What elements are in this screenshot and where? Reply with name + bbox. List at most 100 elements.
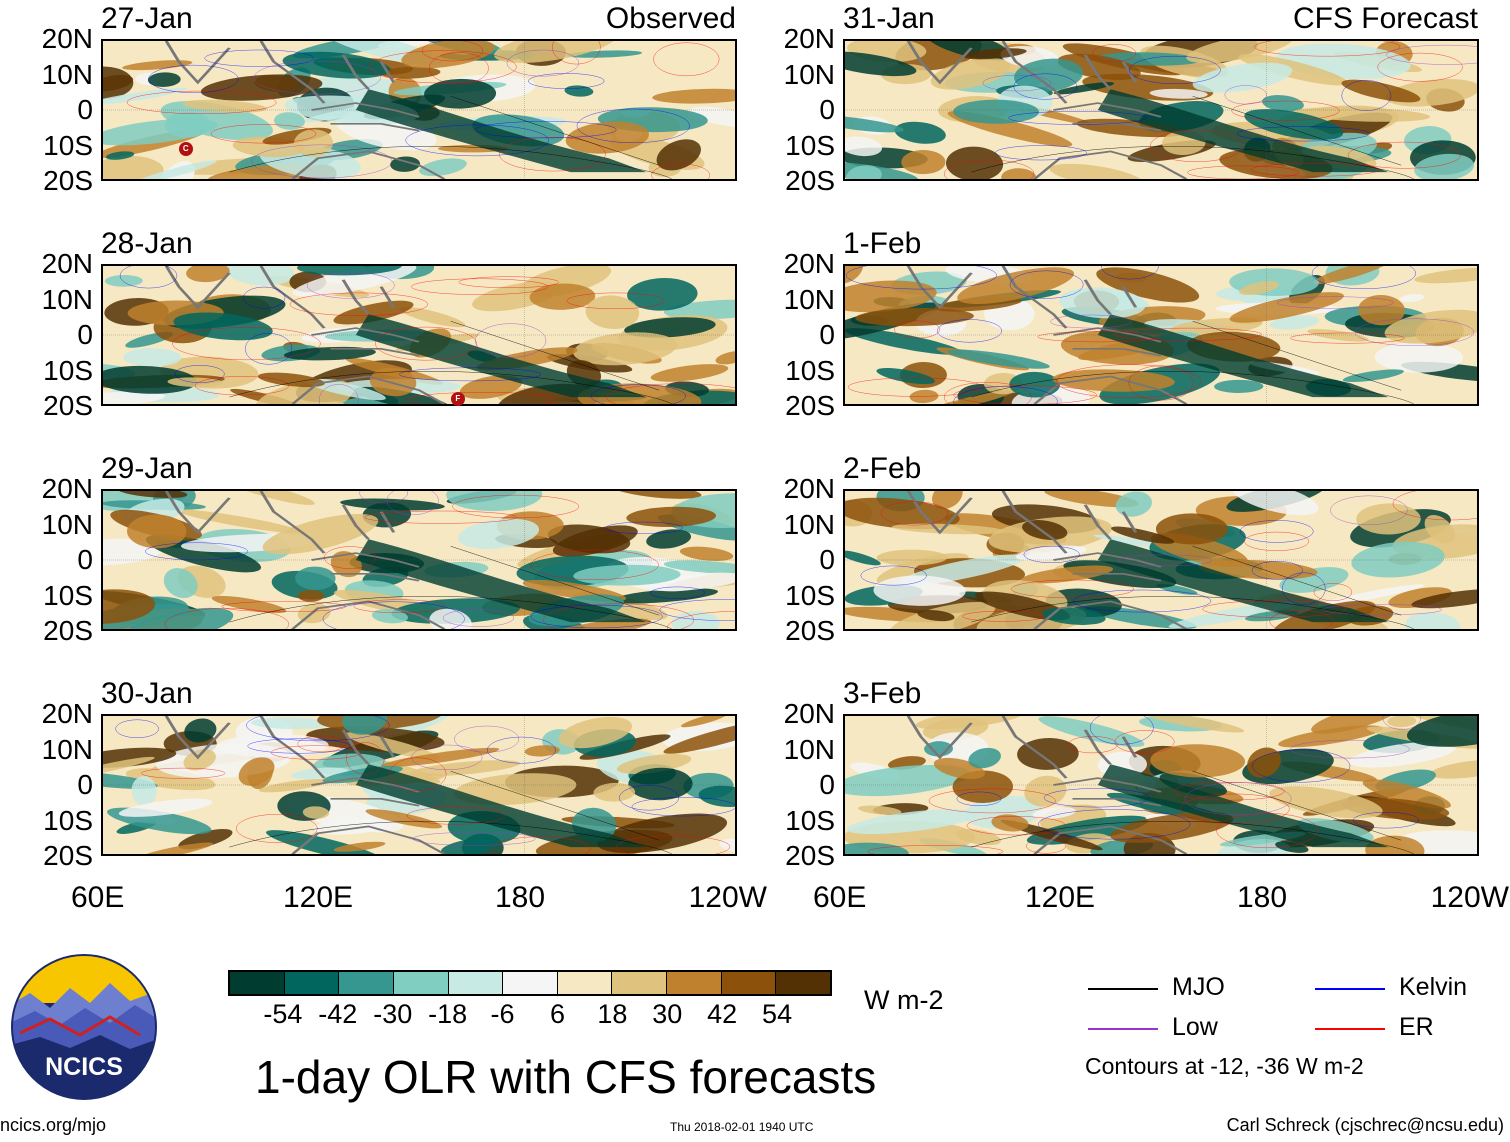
forecast-label: CFS Forecast <box>1292 2 1478 35</box>
panel-date-forecast-1: 1-Feb <box>843 227 922 260</box>
legend-label-er: ER <box>1399 1013 1434 1041</box>
latitude-label: 10S <box>785 354 835 386</box>
colorbar-swatch <box>393 972 449 994</box>
timestamp: Thu 2018-02-01 1940 UTC <box>670 1120 814 1134</box>
longitude-label: 60E <box>71 881 125 914</box>
legend-label-kelvin: Kelvin <box>1399 973 1468 1001</box>
colorbar-label: 6 <box>549 999 565 1029</box>
legend-label-low: Low <box>1172 1013 1218 1041</box>
observed-label: Observed <box>605 2 736 35</box>
latitude-label: 10N <box>783 508 835 540</box>
latitude-label: 20N <box>41 248 93 279</box>
panel-date-forecast-0: 31-Jan <box>843 2 935 35</box>
latitude-label: 20N <box>783 23 835 54</box>
latitude-label: 20S <box>43 390 93 421</box>
latitude-label: 20N <box>41 473 93 504</box>
latitude-label: 10S <box>43 354 93 386</box>
latitude-label: 20S <box>785 615 835 646</box>
colorbar-swatch <box>448 972 504 994</box>
latitude-label: 20N <box>783 473 835 504</box>
longitude-label: 180 <box>1237 881 1288 914</box>
latitude-label: 20S <box>785 390 835 421</box>
latitude-label: 10N <box>41 58 93 90</box>
latitude-label: 20S <box>43 615 93 646</box>
legend-line-kelvin <box>1315 988 1385 990</box>
logo-text: NCICS <box>45 1053 123 1081</box>
olr-map-observed-1 <box>101 264 737 406</box>
latitude-label: 0 <box>819 319 835 350</box>
panel-date-observed-1: 28-Jan <box>101 227 193 260</box>
latitude-label: 20S <box>43 840 93 871</box>
latitude-label: 10S <box>785 579 835 611</box>
main-title: 1-day OLR with CFS forecasts <box>255 1051 877 1103</box>
legend-label-mjo: MJO <box>1172 973 1225 1001</box>
colorbar-swatch <box>503 972 558 994</box>
longitude-label: 120W <box>1430 881 1509 914</box>
panel-date-forecast-3: 3-Feb <box>843 677 922 710</box>
panel-date-observed-0: 27-Jan <box>101 2 193 35</box>
latitude-label: 10S <box>785 804 835 836</box>
longitude-label: 120E <box>283 881 354 914</box>
latitude-label: 0 <box>77 544 93 575</box>
colorbar-label: 30 <box>652 999 683 1029</box>
latitude-label: 20S <box>785 165 835 196</box>
colorbar-label: -54 <box>263 999 303 1029</box>
latitude-label: 10N <box>41 508 93 540</box>
latitude-label: 10S <box>785 129 835 161</box>
latitude-label: 20N <box>41 698 93 729</box>
olr-map-forecast-0 <box>843 39 1479 181</box>
longitude-label: 120W <box>688 881 767 914</box>
storm-marker: F <box>450 391 465 406</box>
longitude-label: 60E <box>813 881 867 914</box>
latitude-label: 10N <box>41 283 93 315</box>
olr-map-observed-3 <box>101 714 737 856</box>
colorbar-label: 42 <box>707 999 738 1029</box>
colorbar-label: 54 <box>762 999 793 1029</box>
colorbar-label: -6 <box>490 999 515 1029</box>
colorbar-label: -42 <box>318 999 358 1029</box>
colorbar-swatch <box>230 972 285 994</box>
colorbar-label: -18 <box>428 999 468 1029</box>
colorbar-swatch <box>557 972 613 994</box>
colorbar-swatch <box>339 972 394 994</box>
latitude-label: 0 <box>77 94 93 125</box>
olr-map-forecast-2 <box>843 489 1479 631</box>
colorbar-swatch <box>612 972 668 994</box>
legend-line-mjo <box>1088 988 1158 990</box>
longitude-label: 180 <box>495 881 546 914</box>
legend-line-low <box>1088 1028 1158 1030</box>
panel-date-observed-3: 30-Jan <box>101 677 193 710</box>
olr-map-observed-0 <box>101 39 737 181</box>
latitude-label: 20N <box>41 23 93 54</box>
colorbar <box>228 970 832 996</box>
latitude-label: 10N <box>783 283 835 315</box>
colorbar-label: -30 <box>373 999 413 1029</box>
ncics-logo: NCICS <box>11 954 157 1100</box>
credit: Carl Schreck (cjschrec@ncsu.edu) <box>1226 1115 1504 1135</box>
storm-marker: C <box>178 142 193 157</box>
latitude-label: 0 <box>77 319 93 350</box>
olr-map-observed-2 <box>101 489 737 631</box>
colorbar-swatch <box>284 972 340 994</box>
website-link[interactable]: ncics.org/mjo <box>0 1115 107 1135</box>
latitude-label: 0 <box>77 769 93 800</box>
latitude-label: 10S <box>43 579 93 611</box>
panel-date-observed-2: 29-Jan <box>101 452 193 485</box>
latitude-label: 20N <box>783 698 835 729</box>
latitude-label: 0 <box>819 544 835 575</box>
latitude-label: 20S <box>785 840 835 871</box>
olr-map-forecast-3 <box>843 714 1479 856</box>
longitude-label: 120E <box>1025 881 1096 914</box>
latitude-label: 0 <box>819 769 835 800</box>
latitude-label: 10S <box>43 129 93 161</box>
colorbar-label: 18 <box>597 999 628 1029</box>
latitude-label: 10S <box>43 804 93 836</box>
contour-note: Contours at -12, -36 W m-2 <box>1085 1053 1364 1079</box>
latitude-label: 10N <box>783 58 835 90</box>
panel-date-forecast-2: 2-Feb <box>843 452 922 485</box>
latitude-label: 10N <box>783 733 835 765</box>
latitude-label: 20N <box>783 248 835 279</box>
colorbar-units: W m-2 <box>864 985 944 1015</box>
olr-map-forecast-1 <box>843 264 1479 406</box>
latitude-label: 10N <box>41 733 93 765</box>
